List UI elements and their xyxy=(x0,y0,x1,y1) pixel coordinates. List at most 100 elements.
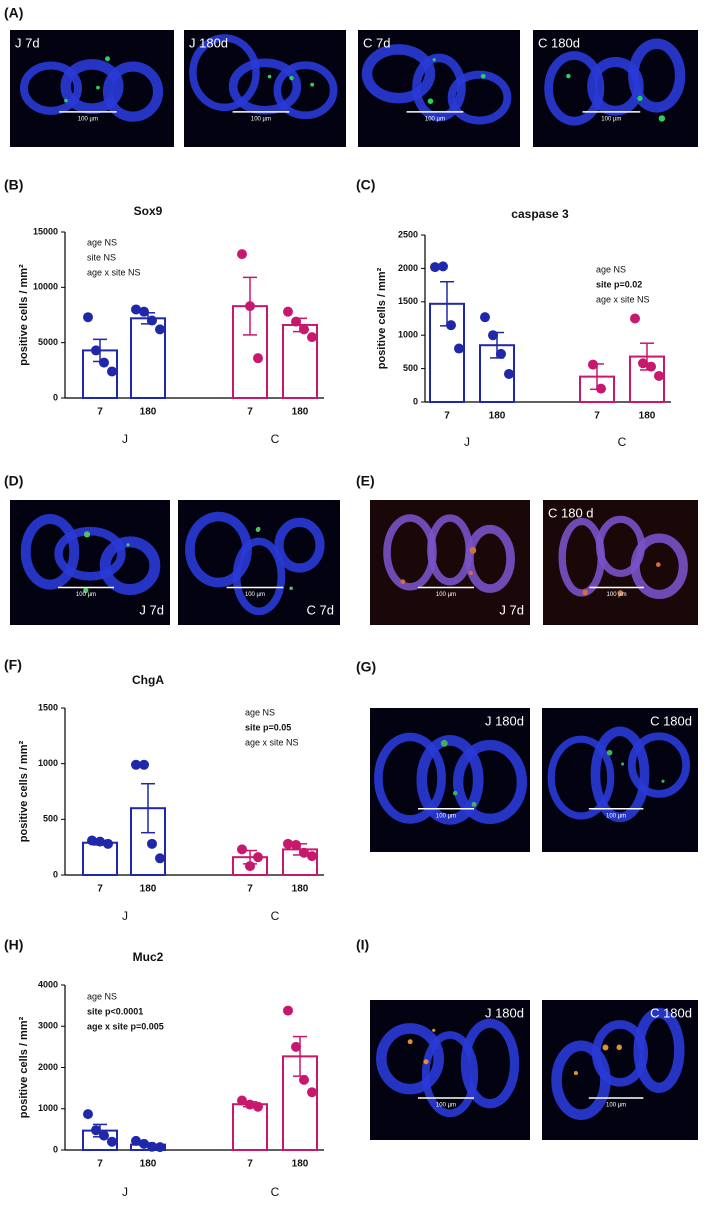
signal xyxy=(573,1071,578,1076)
data-point xyxy=(253,353,263,364)
scale-bar-label: 100 µm xyxy=(606,1103,626,1109)
chart-title: ChgA xyxy=(132,673,164,687)
data-point xyxy=(283,838,293,849)
y-tick-label: 0 xyxy=(413,396,418,406)
panel-label: (C) xyxy=(356,177,375,193)
data-point xyxy=(299,324,309,335)
x-tick-label: 7 xyxy=(247,884,253,895)
micrograph: J 7d 100 µm xyxy=(370,500,530,625)
y-tick-label: 500 xyxy=(403,363,418,373)
image-label: J 180d xyxy=(189,35,228,50)
y-tick-label: 3000 xyxy=(38,1021,58,1031)
x-tick-label: 180 xyxy=(489,411,506,422)
signal xyxy=(480,73,486,79)
signal xyxy=(423,1059,429,1065)
image-label: J 7d xyxy=(499,602,524,617)
tissue xyxy=(361,44,436,104)
data-point xyxy=(99,357,109,368)
signal xyxy=(126,543,130,547)
signal xyxy=(658,115,666,122)
data-point xyxy=(283,306,293,317)
scale-bar-label: 100 µm xyxy=(607,592,627,598)
micrograph: J 180d 100 µm xyxy=(370,1000,530,1140)
image-label: C 180d xyxy=(538,35,580,50)
y-tick-label: 1000 xyxy=(398,330,418,340)
signal xyxy=(267,74,272,79)
y-tick-label: 0 xyxy=(53,869,58,879)
data-point xyxy=(430,262,440,273)
data-point xyxy=(131,759,141,770)
data-point xyxy=(638,358,648,369)
data-point xyxy=(446,320,456,331)
data-point xyxy=(139,306,149,317)
scale-bar-label: 100 µm xyxy=(76,592,96,598)
data-point xyxy=(87,835,97,846)
signal xyxy=(469,546,477,554)
x-tick-label: 7 xyxy=(97,407,103,418)
y-tick-label: 5000 xyxy=(38,337,58,347)
panel-label: (I) xyxy=(356,937,369,953)
data-point xyxy=(480,312,490,323)
data-point xyxy=(147,838,157,849)
data-point xyxy=(253,852,263,863)
annotation: site p=0.02 xyxy=(596,279,642,289)
micrograph: C 180d 100 µm xyxy=(533,30,698,147)
panel-label: (A) xyxy=(4,5,23,21)
data-point xyxy=(155,1142,165,1153)
tissue xyxy=(452,739,528,825)
image-background xyxy=(10,30,174,147)
image-label: J 7d xyxy=(15,35,40,50)
annotation: site p=0.05 xyxy=(245,722,291,732)
signal xyxy=(616,1044,623,1051)
tissue xyxy=(20,514,80,590)
data-point xyxy=(139,1138,149,1149)
group-label: C xyxy=(271,1185,280,1199)
data-point xyxy=(307,1087,317,1098)
signal xyxy=(255,527,261,533)
signal xyxy=(400,579,406,585)
image-background xyxy=(184,30,346,147)
tissue xyxy=(60,59,124,114)
image-label: J 7d xyxy=(139,602,164,617)
signal xyxy=(617,590,624,596)
data-point xyxy=(83,312,93,323)
data-point xyxy=(596,383,606,394)
image-label: C 7d xyxy=(307,602,334,617)
micrograph: J 180d 100 µm xyxy=(370,708,530,852)
data-point xyxy=(237,1095,247,1106)
data-point xyxy=(237,844,247,855)
data-point xyxy=(99,1130,109,1141)
group-label: J xyxy=(122,909,128,923)
panel-label: (B) xyxy=(4,177,23,193)
data-point xyxy=(438,261,448,272)
data-point xyxy=(107,1136,117,1147)
group-label: J xyxy=(122,432,128,446)
y-tick-label: 1500 xyxy=(398,296,418,306)
image-background xyxy=(370,708,530,852)
tissue xyxy=(273,61,338,120)
tissue xyxy=(628,38,686,113)
y-axis-label: positive cells / mm² xyxy=(18,1016,30,1118)
data-point xyxy=(83,1109,93,1120)
chart-title: caspase 3 xyxy=(511,207,569,221)
x-tick-label: 7 xyxy=(247,1159,253,1170)
x-tick-label: 7 xyxy=(444,411,450,422)
signal xyxy=(96,85,100,90)
y-tick-label: 0 xyxy=(53,392,58,402)
data-point xyxy=(155,853,165,864)
scale-bar-label: 100 µm xyxy=(245,592,265,598)
chart-title: Sox9 xyxy=(134,204,163,218)
data-point xyxy=(646,361,656,372)
tissue xyxy=(544,51,605,126)
image-label: J 180d xyxy=(485,1005,524,1020)
y-tick-label: 2000 xyxy=(38,1062,58,1072)
data-point xyxy=(147,1141,157,1152)
group-label: C xyxy=(271,909,280,923)
image-label: C 180d xyxy=(650,713,692,728)
annotation: age NS xyxy=(596,264,626,274)
micrograph: C 7d 100 µm xyxy=(178,500,340,625)
tissue xyxy=(627,732,691,798)
panel-label: (E) xyxy=(356,473,375,489)
data-point xyxy=(155,324,165,335)
y-axis-label: positive cells / mm² xyxy=(18,264,30,366)
